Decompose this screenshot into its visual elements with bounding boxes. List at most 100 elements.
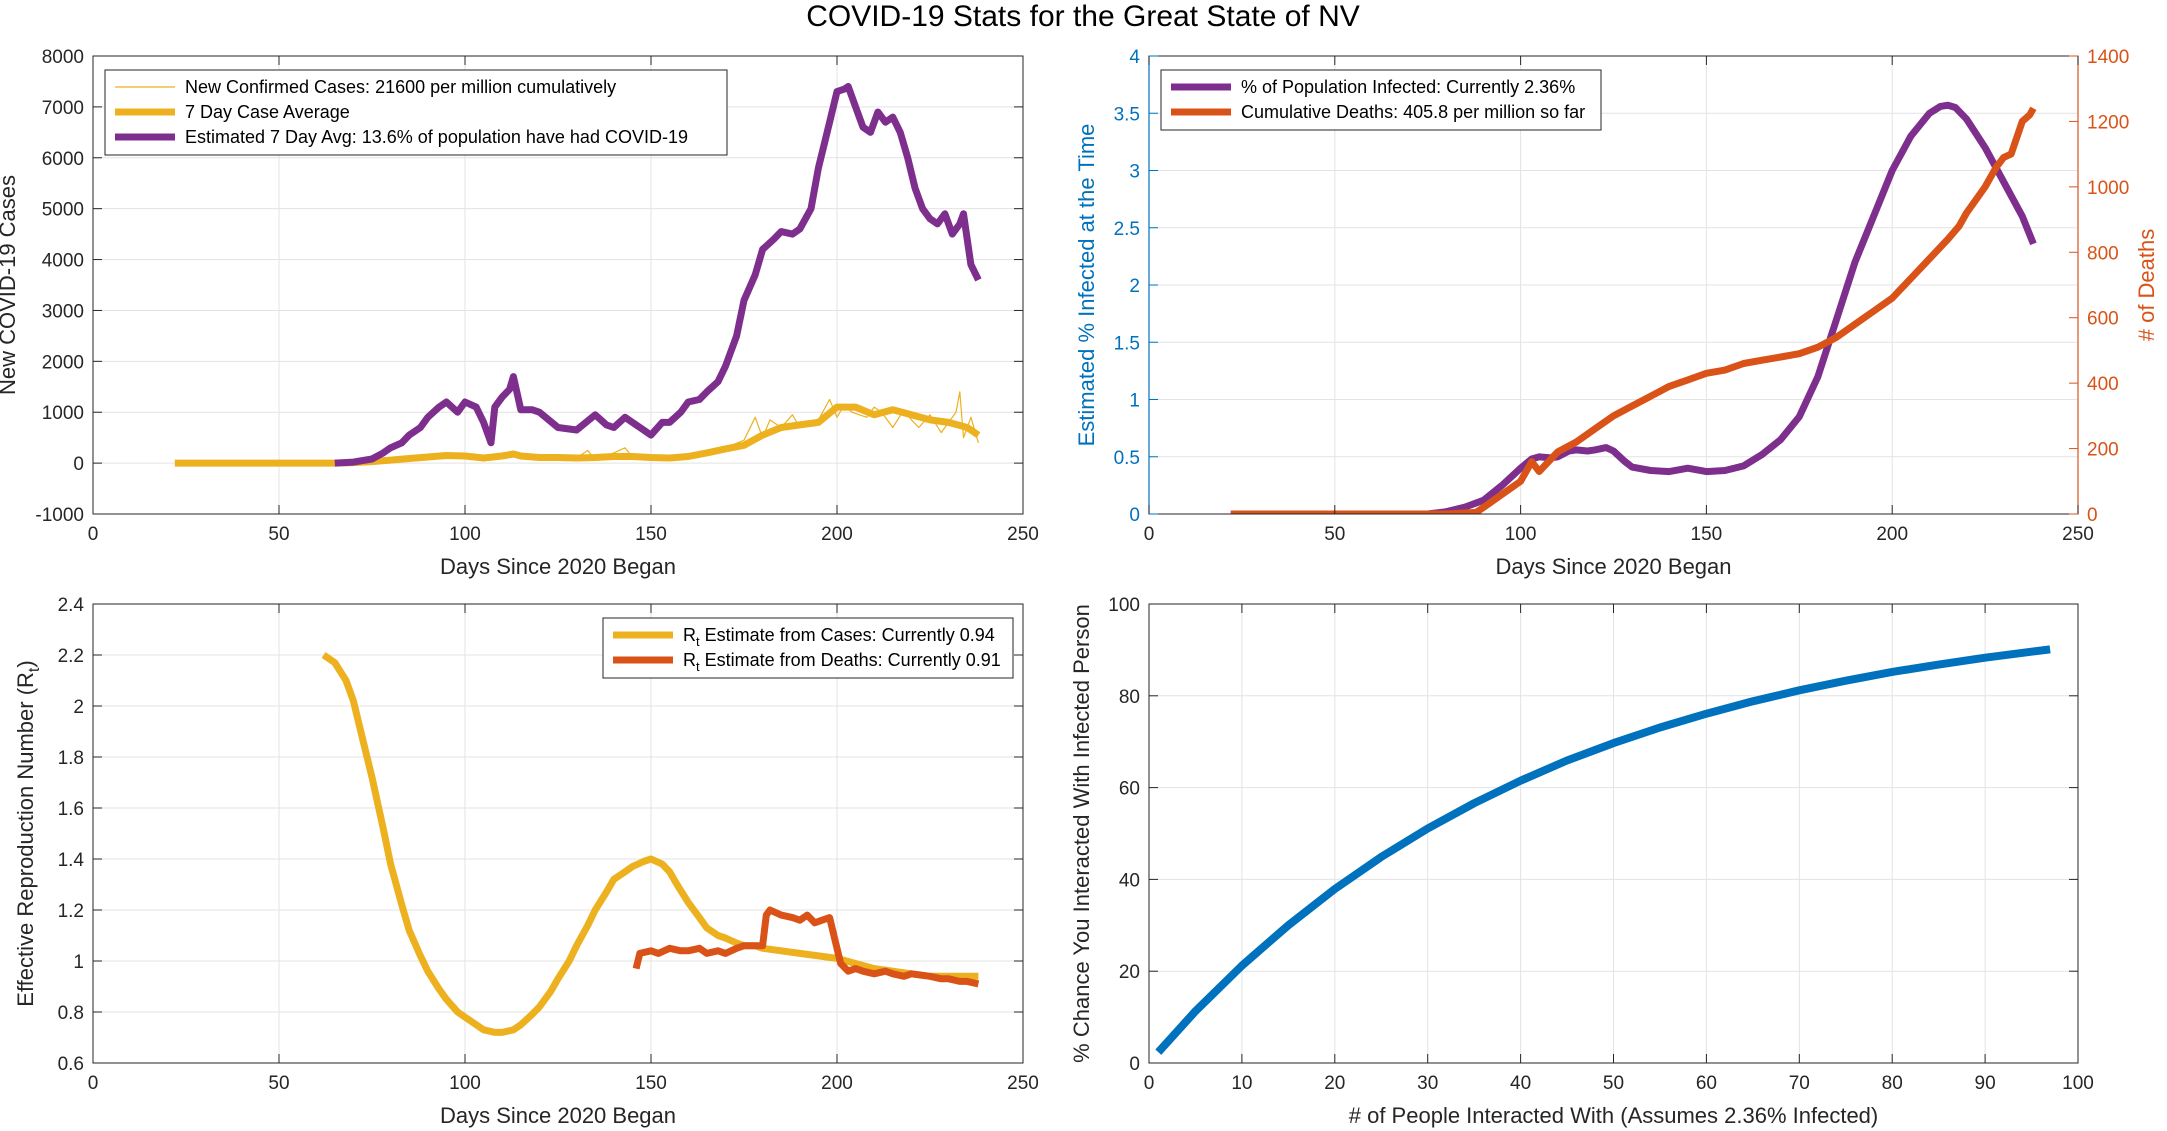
y-tick-label: 0 [73, 454, 84, 475]
series-line-1 [1230, 101, 2037, 514]
x-tick-label: 50 [1324, 524, 1345, 545]
y-tick-label: 40 [1119, 870, 1140, 891]
y-tick-label: 6000 [42, 149, 84, 170]
x-tick-label: 60 [1696, 1073, 1717, 1094]
y-right-tick-label: 400 [2087, 374, 2119, 395]
x-axis-label: # of People Interacted With (Assumes 2.3… [1349, 1103, 1879, 1128]
y-right-tick-label: 1000 [2087, 178, 2129, 199]
y-right-tick-label: 600 [2087, 309, 2119, 330]
legend-label-1: Rt Estimate from Cases: Currently 0.94 [683, 625, 995, 649]
series-line-2 [1230, 106, 2037, 514]
x-tick-label: 0 [1144, 1073, 1155, 1094]
y-tick-label: 1.5 [1114, 333, 1140, 354]
y-tick-label: 8000 [42, 47, 84, 68]
y-tick-label: 1.4 [58, 850, 85, 871]
plot-area [93, 604, 1023, 1063]
y-tick-label: 1.2 [58, 901, 84, 922]
legend-box [104, 69, 728, 156]
y-axis-label: Estimated % Infected at the Time [1074, 124, 1099, 447]
legend-label-sub: t [696, 659, 700, 674]
x-tick-label: 200 [1876, 524, 1908, 545]
y-tick-label: 2 [1129, 276, 1140, 297]
legend-label-prefix: R [683, 650, 696, 670]
y-tick-label: 7000 [42, 98, 84, 119]
y-tick-label: 80 [1119, 687, 1140, 708]
legend-box [1160, 69, 1602, 131]
x-tick-label: 50 [268, 524, 289, 545]
y-axis-label-main: Effective Reproduction Number (R [13, 672, 38, 1007]
legend-label-1: % of Population Infected: Currently 2.36… [1241, 77, 1575, 97]
figure-title: COVID-19 Stats for the Great State of NV [806, 0, 1360, 33]
x-tick-label: 200 [821, 1073, 853, 1094]
x-tick-label: 50 [268, 1073, 289, 1094]
y-right-tick-label: 1400 [2087, 47, 2129, 68]
x-tick-label: 40 [1510, 1073, 1531, 1094]
legend: New Confirmed Cases: 21600 per million c… [104, 69, 728, 156]
legend-label-sub: t [696, 634, 700, 649]
x-tick-label: 90 [1975, 1073, 1996, 1094]
series-line-2 [174, 403, 981, 467]
x-tick-label: 10 [1231, 1073, 1252, 1094]
legend-label-rest: Estimate from Deaths: Currently 0.91 [700, 650, 1001, 670]
y-axis-label: % Chance You Interacted With Infected Pe… [1069, 604, 1094, 1063]
x-tick-label: 70 [1789, 1073, 1810, 1094]
y-tick-label: 1 [1129, 391, 1140, 412]
y-axis-label: Effective Reproduction Number (Rt) [13, 660, 43, 1006]
x-tick-label: 0 [88, 1073, 99, 1094]
legend-label-rest: Estimate from Cases: Currently 0.94 [700, 625, 995, 645]
axes-box [92, 603, 1024, 1064]
series-line-2 [632, 906, 980, 988]
y-tick-label: 3000 [42, 301, 84, 322]
y-tick-label: 2.2 [58, 646, 84, 667]
legend: Rt Estimate from Cases: Currently 0.94Rt… [602, 617, 1014, 679]
legend-label-2: 7 Day Case Average [185, 102, 350, 122]
y-tick-label: 100 [1108, 595, 1140, 616]
y-axis-label-right: # of Deaths [2134, 229, 2159, 342]
x-tick-label: 30 [1417, 1073, 1438, 1094]
y-right-tick-label: 0 [2087, 505, 2098, 526]
x-tick-label: 250 [1007, 524, 1039, 545]
y-right-tick-label: 1200 [2087, 112, 2129, 133]
y-tick-label: 1.8 [58, 748, 84, 769]
y-tick-label: 3 [1129, 162, 1140, 183]
series-line-1 [321, 652, 979, 1036]
y-tick-label: 4 [1129, 47, 1140, 68]
x-tick-label: 250 [1007, 1073, 1039, 1094]
y-tick-label: 3.5 [1114, 104, 1140, 125]
x-tick-label: 0 [88, 524, 99, 545]
legend-box [602, 617, 1014, 679]
panel-reproduction-number: 0 50 100 150 200 250 0.6 0.8 1 1.2 1.4 1.6 1.8 2 2.2 2.… [13, 595, 1039, 1128]
y-tick-label: 2000 [42, 352, 84, 373]
x-tick-label: 150 [635, 1073, 667, 1094]
x-tick-label: 100 [449, 524, 481, 545]
panel-new-cases: 0 50 100 150 200 250-100001000200030004000500… [0, 47, 1039, 579]
legend: % of Population Infected: Currently 2.36… [1160, 69, 1602, 131]
x-tick-label: 200 [821, 524, 853, 545]
x-tick-label: 100 [449, 1073, 481, 1094]
y-axis-label-sub: t [26, 667, 43, 672]
y-tick-label: 2 [73, 697, 84, 718]
x-tick-label: 100 [2062, 1073, 2094, 1094]
x-tick-label: 150 [1691, 524, 1723, 545]
y-tick-label: 0.6 [58, 1054, 84, 1075]
legend-label-2: Rt Estimate from Deaths: Currently 0.91 [683, 650, 1001, 674]
legend-label-2: Cumulative Deaths: 405.8 per million so … [1241, 102, 1585, 122]
y-tick-label: 5000 [42, 200, 84, 221]
x-tick-label: 0 [1144, 524, 1155, 545]
y-tick-label: 0 [1129, 1054, 1140, 1075]
legend-label-prefix: R [683, 625, 696, 645]
x-tick-label: 250 [2062, 524, 2094, 545]
panel-interaction-chance: 0 10 20 30 40 50 60 70 80 90 100 0 20 40 60 80 100 # of P… [1069, 595, 2094, 1128]
legend-label-1: New Confirmed Cases: 21600 per million c… [185, 77, 616, 97]
x-tick-label: 20 [1324, 1073, 1345, 1094]
x-tick-label: 80 [1882, 1073, 1903, 1094]
y-tick-label: 1.6 [58, 799, 84, 820]
y-tick-label: 20 [1119, 962, 1140, 983]
y-axis-label: New COVID-19 Cases [0, 175, 20, 395]
series-line-1 [1155, 645, 2051, 1055]
y-tick-label: 0 [1129, 505, 1140, 526]
panel-percent-infected-deaths: 0 50 100 150 200 25000.511.522.533.5402004006… [1074, 47, 2159, 579]
y-axis-label-close: ) [13, 660, 38, 667]
y-right-tick-label: 800 [2087, 243, 2119, 264]
